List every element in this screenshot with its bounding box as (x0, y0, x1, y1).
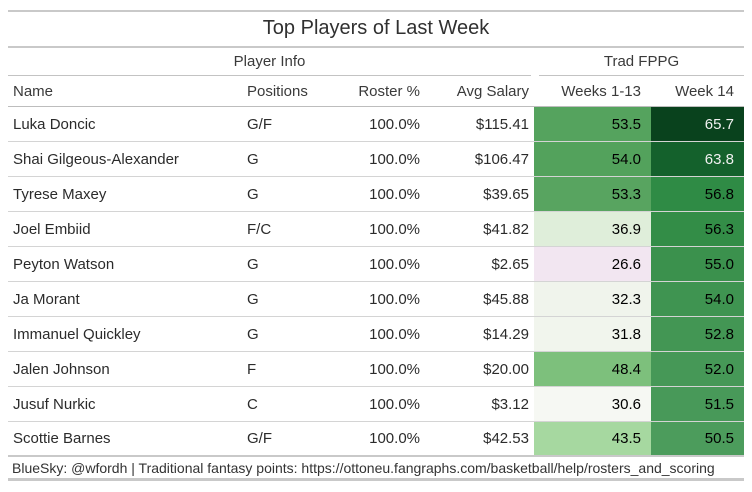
week-14-cell: 56.8 (651, 177, 744, 211)
weeks-1-13-cell: 53.3 (534, 177, 651, 211)
roster-pct-cell: 100.0% (369, 430, 420, 447)
table-row: Joel Embiid F/C 100.0% $41.82 36.9 56.3 (8, 212, 744, 247)
roster-pct-cell: 100.0% (369, 325, 420, 343)
table-row: Jusuf Nurkic C 100.0% $3.12 30.6 51.5 (8, 387, 744, 422)
table-row: Shai Gilgeous-Alexander G 100.0% $106.47 54.… (8, 142, 744, 177)
roster-pct-cell: 100.0% (369, 185, 420, 203)
weeks-1-13-cell: 53.5 (534, 107, 651, 141)
avg-salary-cell: $3.12 (491, 395, 529, 413)
player-name-cell: Immanuel Quickley (13, 325, 141, 343)
table-row: Peyton Watson G 100.0% $2.65 26.6 55.0 (8, 247, 744, 282)
player-name-cell: Joel Embiid (13, 220, 91, 238)
group-header-trad-fppg: Trad FPPG (539, 48, 744, 76)
weeks-1-13-cell: 54.0 (534, 142, 651, 176)
week-14-cell: 52.8 (651, 317, 744, 351)
positions-cell: G/F (247, 115, 272, 133)
weeks-1-13-cell: 31.8 (534, 317, 651, 351)
column-header-name: Name (13, 82, 54, 100)
player-name-cell: Peyton Watson (13, 255, 115, 273)
page-title: Top Players of Last Week (262, 17, 490, 39)
avg-salary-cell: $2.65 (491, 255, 529, 273)
positions-cell: G/F (247, 430, 272, 447)
week-14-cell: 63.8 (651, 142, 744, 176)
weeks-1-13-cell: 48.4 (534, 352, 651, 386)
table-row: Scottie Barnes G/F 100.0% $42.53 43.5 50.5 (8, 422, 744, 457)
player-name-cell: Jalen Johnson (13, 360, 110, 378)
avg-salary-cell: $45.88 (483, 290, 529, 308)
positions-cell: G (247, 185, 259, 203)
title-block: Top Players of Last Week (8, 10, 744, 48)
roster-pct-cell: 100.0% (369, 360, 420, 378)
weeks-1-13-cell: 26.6 (534, 247, 651, 281)
weeks-1-13-cell: 32.3 (534, 282, 651, 316)
avg-salary-cell: $106.47 (474, 150, 529, 168)
player-name-cell: Tyrese Maxey (13, 185, 107, 203)
column-header-week-14: Week 14 (675, 82, 734, 100)
column-header-positions: Positions (247, 82, 308, 100)
avg-salary-cell: $20.00 (483, 360, 529, 378)
positions-cell: F (247, 360, 257, 378)
avg-salary-cell: $115.41 (475, 115, 529, 133)
week-14-cell: 51.5 (651, 387, 744, 421)
week-14-cell: 65.7 (651, 107, 744, 141)
footer-note: BlueSky: @wfordh | Traditional fantasy p… (8, 457, 744, 481)
roster-pct-cell: 100.0% (369, 115, 420, 133)
positions-cell: F/C (247, 220, 272, 238)
week-14-cell: 50.5 (651, 422, 744, 455)
column-header-avg-salary: Avg Salary (456, 82, 529, 100)
week-14-cell: 54.0 (651, 282, 744, 316)
avg-salary-cell: $14.29 (483, 325, 529, 343)
player-name-cell: Luka Doncic (13, 115, 96, 133)
positions-cell: G (247, 255, 259, 273)
group-header-gap (531, 48, 539, 76)
player-name-cell: Jusuf Nurkic (13, 395, 96, 413)
column-header-weeks-1-13: Weeks 1-13 (561, 82, 641, 100)
roster-pct-cell: 100.0% (369, 220, 420, 238)
roster-pct-cell: 100.0% (369, 395, 420, 413)
weeks-1-13-cell: 36.9 (534, 212, 651, 246)
positions-cell: G (247, 325, 259, 343)
table-row: Luka Doncic G/F 100.0% $115.41 53.5 65.7 (8, 107, 744, 142)
table-row: Jalen Johnson F 100.0% $20.00 48.4 52.0 (8, 352, 744, 387)
week-14-cell: 52.0 (651, 352, 744, 386)
column-header-roster-pct: Roster % (358, 82, 420, 100)
table-body: Luka Doncic G/F 100.0% $115.41 53.5 65.7 Shai … (8, 107, 744, 457)
player-name-cell: Shai Gilgeous-Alexander (13, 150, 179, 168)
column-header-row: Name Positions Roster % Avg Salary Weeks… (8, 76, 744, 107)
player-name-cell: Scottie Barnes (13, 430, 111, 447)
player-name-cell: Ja Morant (13, 290, 80, 308)
positions-cell: G (247, 150, 259, 168)
weeks-1-13-cell: 43.5 (534, 422, 651, 455)
roster-pct-cell: 100.0% (369, 290, 420, 308)
roster-pct-cell: 100.0% (369, 150, 420, 168)
table-row: Tyrese Maxey G 100.0% $39.65 53.3 56.8 (8, 177, 744, 212)
avg-salary-cell: $39.65 (483, 185, 529, 203)
group-header-player-info: Player Info (8, 48, 531, 76)
positions-cell: C (247, 395, 258, 413)
table-row: Immanuel Quickley G 100.0% $14.29 31.8 52.8 (8, 317, 744, 352)
positions-cell: G (247, 290, 259, 308)
avg-salary-cell: $41.82 (483, 220, 529, 238)
week-14-cell: 56.3 (651, 212, 744, 246)
roster-pct-cell: 100.0% (369, 255, 420, 273)
avg-salary-cell: $42.53 (483, 430, 529, 447)
week-14-cell: 55.0 (651, 247, 744, 281)
column-group-row: Player Info Trad FPPG (8, 48, 744, 76)
top-players-table: Top Players of Last Week Player Info Tra… (8, 10, 744, 481)
table-row: Ja Morant G 100.0% $45.88 32.3 54.0 (8, 282, 744, 317)
weeks-1-13-cell: 30.6 (534, 387, 651, 421)
